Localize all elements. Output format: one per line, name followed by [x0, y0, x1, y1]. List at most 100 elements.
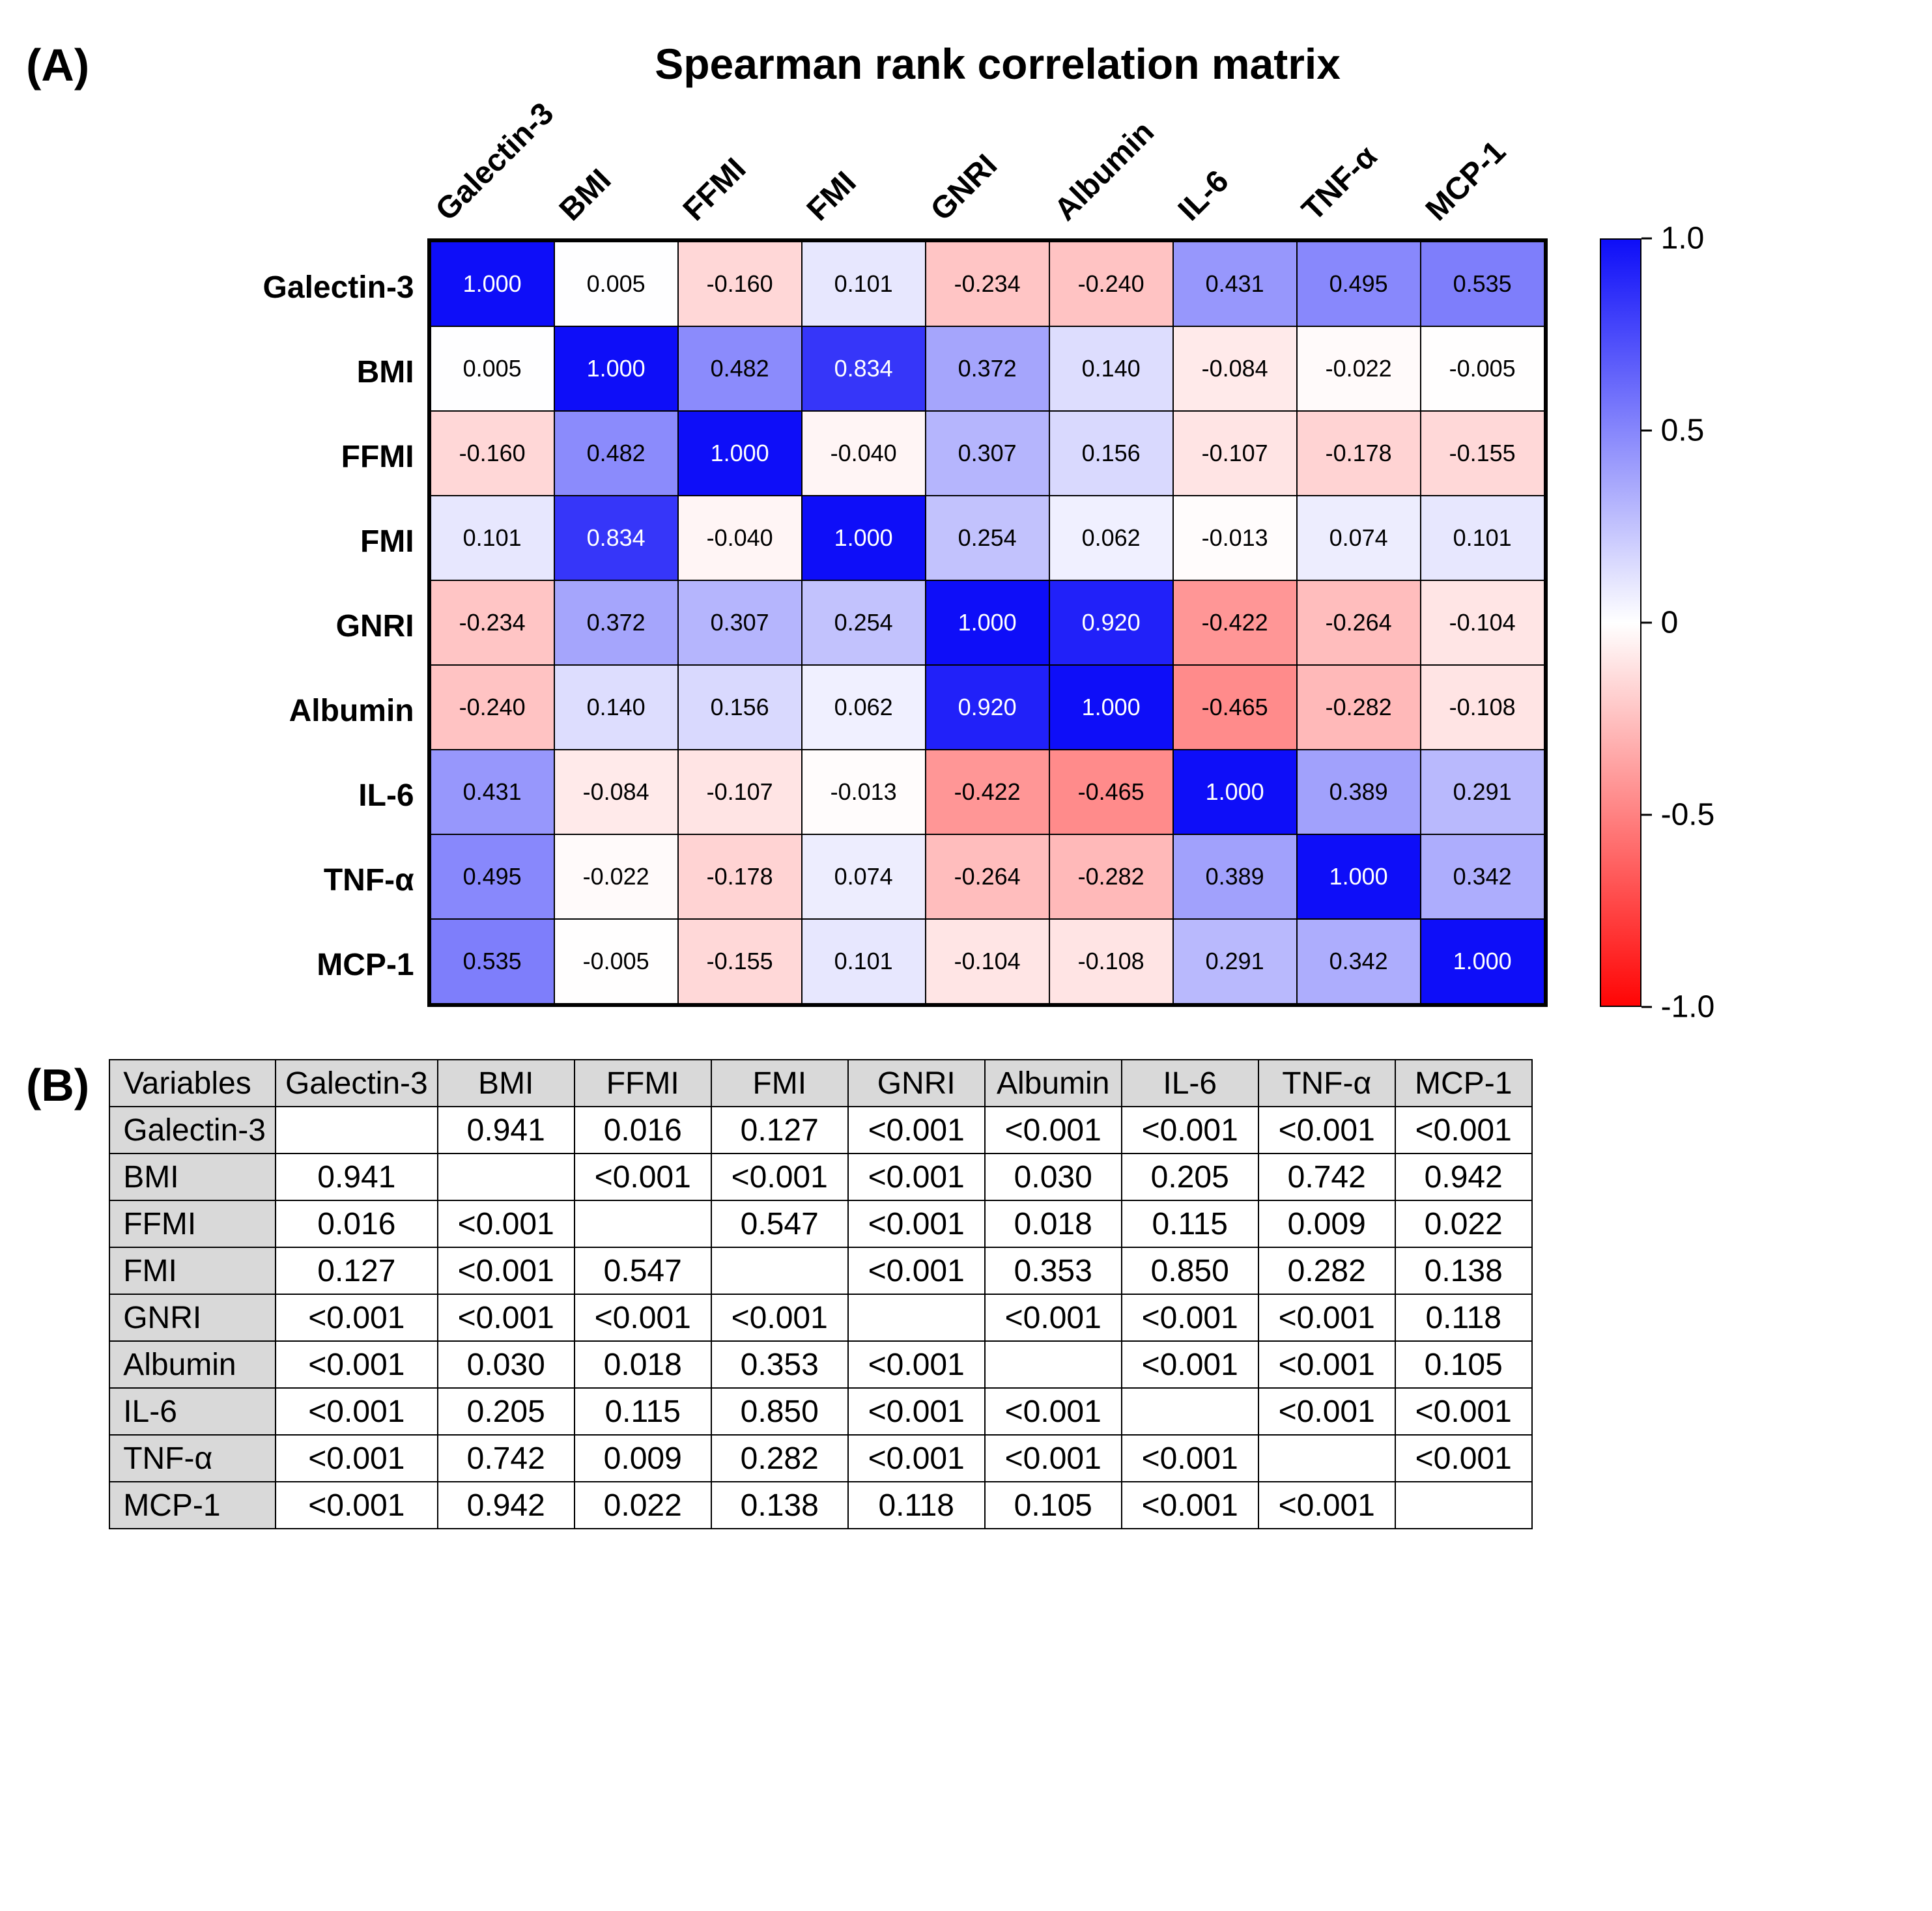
table-row-header: Galectin-3: [109, 1107, 276, 1154]
table-cell: <0.001: [985, 1294, 1122, 1341]
colorbar-tick: -1.0: [1641, 989, 1715, 1025]
table-cell: <0.001: [848, 1247, 985, 1294]
heatmap-cell: -0.005: [554, 919, 678, 1004]
heatmap-cell: -0.107: [1173, 411, 1297, 496]
table-header-cell: Variables: [109, 1060, 276, 1107]
pvalue-table: VariablesGalectin-3BMIFFMIFMIGNRIAlbumin…: [109, 1059, 1533, 1529]
table-cell: 0.127: [711, 1107, 848, 1154]
table-cell: 0.016: [575, 1107, 711, 1154]
panel-a: (A) Spearman rank correlation matrix Gal…: [26, 39, 1906, 1007]
heatmap-cell: 0.291: [1421, 750, 1544, 834]
table-cell: 0.018: [575, 1341, 711, 1388]
heatmap-cell: 0.307: [926, 411, 1049, 496]
heatmap-cell: 0.307: [678, 580, 802, 665]
table-cell: 0.118: [848, 1482, 985, 1529]
heatmap-cell: -0.160: [431, 411, 554, 496]
heatmap-cell: 0.535: [431, 919, 554, 1004]
heatmap-col-header: IL-6: [1170, 121, 1294, 238]
heatmap-cell: 0.495: [431, 834, 554, 919]
table-row-header: GNRI: [109, 1294, 276, 1341]
heatmap-row-label: MCP-1: [263, 922, 427, 1007]
table-row: GNRI<0.001<0.001<0.001<0.001<0.001<0.001…: [109, 1294, 1532, 1341]
heatmap-cell: 0.062: [802, 665, 926, 750]
heatmap-cell: -0.264: [926, 834, 1049, 919]
heatmap-cell: 0.495: [1297, 242, 1421, 326]
heatmap-cell: -0.422: [926, 750, 1049, 834]
heatmap-cell: 0.101: [1421, 496, 1544, 580]
heatmap-cell: 0.074: [802, 834, 926, 919]
table-cell: 0.127: [276, 1247, 438, 1294]
table-cell: 0.018: [985, 1200, 1122, 1247]
table-cell: <0.001: [848, 1435, 985, 1482]
panel-b-label: (B): [26, 1059, 89, 1111]
table-cell: [276, 1107, 438, 1154]
table-row-header: IL-6: [109, 1388, 276, 1435]
table-cell: <0.001: [276, 1294, 438, 1341]
heatmap-cell: -0.178: [1297, 411, 1421, 496]
heatmap-cell: 0.389: [1173, 834, 1297, 919]
heatmap-cell: -0.022: [1297, 326, 1421, 411]
table-row: MCP-1<0.0010.9420.0220.1380.1180.105<0.0…: [109, 1482, 1532, 1529]
heatmap-cell: 0.254: [926, 496, 1049, 580]
heatmap-row-label: TNF-α: [263, 838, 427, 922]
panel-a-label: (A): [26, 39, 89, 91]
heatmap-row-label: BMI: [263, 330, 427, 414]
heatmap-cell: -0.178: [678, 834, 802, 919]
table-cell: <0.001: [848, 1154, 985, 1200]
heatmap-cell: 0.482: [678, 326, 802, 411]
table-cell: <0.001: [1395, 1107, 1532, 1154]
heatmap-cell: 0.140: [554, 665, 678, 750]
heatmap-col-header: BMI: [551, 121, 675, 238]
table-row-header: FFMI: [109, 1200, 276, 1247]
heatmap-cell: -0.240: [431, 665, 554, 750]
table-cell: <0.001: [1122, 1341, 1258, 1388]
heatmap-col-header: GNRI: [922, 121, 1046, 238]
table-cell: [711, 1247, 848, 1294]
table-row-header: Albumin: [109, 1341, 276, 1388]
heatmap-cell: -0.234: [431, 580, 554, 665]
table-cell: <0.001: [575, 1294, 711, 1341]
heatmap-row-label: Galectin-3: [263, 245, 427, 330]
table-cell: 0.742: [438, 1435, 575, 1482]
table-cell: <0.001: [575, 1154, 711, 1200]
table-cell: 0.205: [1122, 1154, 1258, 1200]
heatmap-cell: -0.282: [1049, 834, 1173, 919]
heatmap-cell: -0.155: [678, 919, 802, 1004]
table-cell: 0.022: [1395, 1200, 1532, 1247]
heatmap-cell: -0.465: [1173, 665, 1297, 750]
table-header-cell: Albumin: [985, 1060, 1122, 1107]
table-cell: [985, 1341, 1122, 1388]
heatmap-cell: -0.040: [802, 411, 926, 496]
colorbar-tick: 0: [1641, 605, 1679, 641]
heatmap-cell: 0.254: [802, 580, 926, 665]
table-row-header: MCP-1: [109, 1482, 276, 1529]
table-cell: <0.001: [985, 1435, 1122, 1482]
heatmap-cell: -0.240: [1049, 242, 1173, 326]
table-cell: 0.941: [438, 1107, 575, 1154]
table-cell: <0.001: [276, 1388, 438, 1435]
colorbar-tick: -0.5: [1641, 797, 1715, 833]
table-header-cell: IL-6: [1122, 1060, 1258, 1107]
heatmap-cell: 0.834: [802, 326, 926, 411]
table-cell: <0.001: [711, 1154, 848, 1200]
table-cell: <0.001: [438, 1247, 575, 1294]
heatmap-cell: 0.389: [1297, 750, 1421, 834]
table-cell: 0.009: [575, 1435, 711, 1482]
heatmap-cell: 0.156: [1049, 411, 1173, 496]
table-cell: 0.016: [276, 1200, 438, 1247]
table-cell: 0.105: [1395, 1341, 1532, 1388]
table-cell: <0.001: [711, 1294, 848, 1341]
heatmap-cell: 0.431: [431, 750, 554, 834]
table-cell: [438, 1154, 575, 1200]
table-cell: <0.001: [1395, 1388, 1532, 1435]
heatmap-cell: 0.101: [802, 242, 926, 326]
heatmap-cell: -0.084: [554, 750, 678, 834]
heatmap-cell: 0.920: [1049, 580, 1173, 665]
table-cell: <0.001: [1395, 1435, 1532, 1482]
heatmap-cell: 0.372: [926, 326, 1049, 411]
colorbar-tick: 0.5: [1641, 413, 1705, 449]
table-cell: 0.942: [438, 1482, 575, 1529]
heatmap-cell: 0.005: [554, 242, 678, 326]
table-cell: <0.001: [1122, 1107, 1258, 1154]
heatmap-col-headers: Galectin-3BMIFFMIFMIGNRIAlbuminIL-6TNF-α…: [427, 121, 1548, 238]
